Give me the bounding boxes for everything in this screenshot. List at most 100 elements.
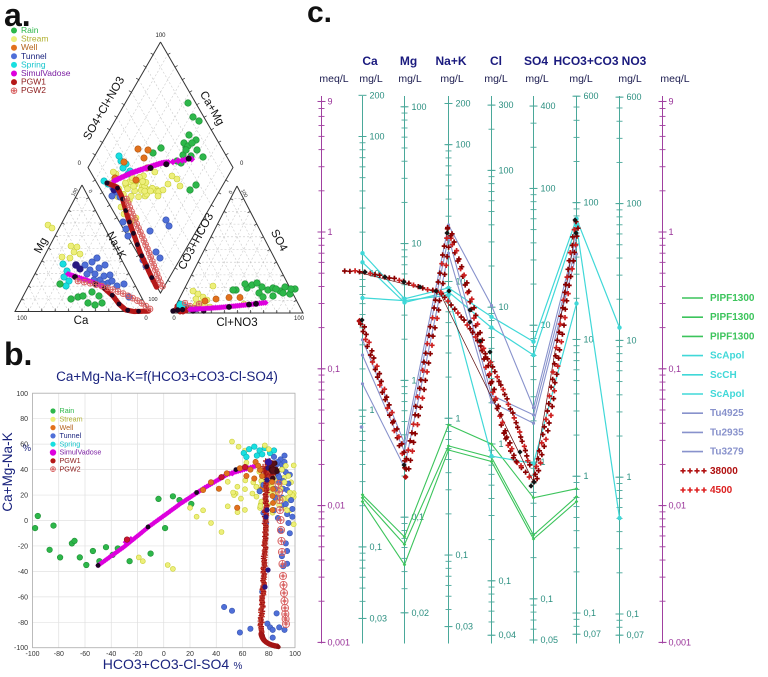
svg-text:1: 1 bbox=[584, 471, 589, 481]
svg-text:Rain: Rain bbox=[60, 406, 75, 415]
svg-text:-40: -40 bbox=[18, 569, 28, 576]
svg-text:PGW1: PGW1 bbox=[21, 77, 46, 87]
svg-text:0: 0 bbox=[162, 651, 166, 658]
svg-text:Cl: Cl bbox=[490, 54, 502, 68]
svg-text:40: 40 bbox=[20, 467, 28, 474]
svg-text:0,1: 0,1 bbox=[584, 608, 597, 618]
svg-text:Ca: Ca bbox=[362, 54, 378, 68]
svg-text:20: 20 bbox=[20, 493, 28, 500]
svg-text:0,1: 0,1 bbox=[627, 609, 640, 619]
svg-text:9: 9 bbox=[669, 97, 674, 107]
svg-text:200: 200 bbox=[456, 99, 471, 109]
svg-text:4500: 4500 bbox=[710, 485, 733, 496]
svg-text:1: 1 bbox=[412, 375, 417, 385]
svg-text:0,07: 0,07 bbox=[627, 630, 645, 640]
svg-text:10: 10 bbox=[412, 239, 422, 249]
svg-text:0,1: 0,1 bbox=[499, 576, 512, 586]
svg-text:0: 0 bbox=[78, 161, 82, 167]
svg-text:0: 0 bbox=[240, 161, 244, 167]
svg-text:10: 10 bbox=[541, 320, 551, 330]
svg-text:600: 600 bbox=[584, 91, 599, 101]
svg-text:10: 10 bbox=[499, 302, 509, 312]
svg-text:0,1: 0,1 bbox=[412, 512, 425, 522]
svg-text:Mg: Mg bbox=[400, 54, 417, 68]
svg-text:Well: Well bbox=[60, 423, 74, 432]
svg-text:ScApol: ScApol bbox=[710, 351, 745, 362]
svg-text:0,001: 0,001 bbox=[669, 637, 692, 647]
svg-text:Stream: Stream bbox=[21, 34, 48, 44]
svg-text:100: 100 bbox=[370, 132, 385, 142]
svg-text:0,1: 0,1 bbox=[456, 550, 469, 560]
svg-text:0,01: 0,01 bbox=[669, 501, 687, 511]
svg-text:mg/L: mg/L bbox=[484, 73, 508, 85]
svg-text:100: 100 bbox=[541, 183, 556, 193]
svg-text:mg/L: mg/L bbox=[440, 73, 464, 85]
svg-text:80: 80 bbox=[265, 651, 273, 658]
svg-text:PIPF1300: PIPF1300 bbox=[710, 312, 755, 323]
svg-text:Cl+NO3: Cl+NO3 bbox=[216, 317, 257, 329]
svg-text:100: 100 bbox=[584, 198, 599, 208]
svg-text:0,001: 0,001 bbox=[328, 637, 351, 647]
svg-text:Tunnel: Tunnel bbox=[21, 51, 47, 61]
svg-text:0,07: 0,07 bbox=[584, 629, 602, 639]
svg-text:SimulVadose: SimulVadose bbox=[60, 448, 102, 457]
svg-text:100: 100 bbox=[627, 199, 642, 209]
svg-text:0,01: 0,01 bbox=[328, 501, 346, 511]
svg-text:-100: -100 bbox=[25, 651, 39, 658]
svg-text:Na+K: Na+K bbox=[435, 54, 466, 68]
svg-text:400: 400 bbox=[541, 101, 556, 111]
svg-text:100: 100 bbox=[17, 316, 28, 322]
svg-text:1: 1 bbox=[328, 227, 333, 237]
svg-text:100: 100 bbox=[148, 297, 157, 303]
svg-text:a.: a. bbox=[4, 0, 31, 33]
svg-text:Ca+Mg-Na-K=f(HCO3+CO3-Cl-SO4): Ca+Mg-Na-K=f(HCO3+CO3-Cl-SO4) bbox=[56, 369, 278, 384]
svg-text:NO3: NO3 bbox=[622, 54, 647, 68]
svg-text:0,03: 0,03 bbox=[370, 613, 388, 623]
svg-text:Well: Well bbox=[21, 42, 37, 52]
svg-text:Tu4925: Tu4925 bbox=[710, 408, 744, 419]
svg-text:Tu3279: Tu3279 bbox=[710, 447, 744, 458]
svg-text:0,04: 0,04 bbox=[499, 630, 517, 640]
svg-text:200: 200 bbox=[370, 90, 385, 100]
svg-text:Tunnel: Tunnel bbox=[60, 431, 82, 440]
svg-text:Spring: Spring bbox=[60, 439, 81, 448]
svg-text:100: 100 bbox=[239, 188, 248, 198]
svg-text:PIPF1300: PIPF1300 bbox=[710, 331, 755, 342]
svg-text:0,05: 0,05 bbox=[541, 635, 559, 645]
svg-text:mg/L: mg/L bbox=[569, 73, 593, 85]
svg-text:-60: -60 bbox=[80, 651, 90, 658]
svg-text:0,02: 0,02 bbox=[412, 608, 430, 618]
svg-text:0: 0 bbox=[228, 190, 235, 195]
svg-text:-20: -20 bbox=[132, 651, 142, 658]
svg-text:Tu2935: Tu2935 bbox=[710, 427, 744, 438]
svg-text:SO4: SO4 bbox=[524, 54, 548, 68]
svg-text:0,1: 0,1 bbox=[370, 542, 383, 552]
svg-text:-80: -80 bbox=[18, 620, 28, 627]
svg-text:ScApol: ScApol bbox=[710, 389, 745, 400]
svg-text:0: 0 bbox=[144, 316, 148, 322]
svg-text:0,03: 0,03 bbox=[456, 622, 474, 632]
svg-text:PGW2: PGW2 bbox=[60, 464, 81, 473]
svg-text:1: 1 bbox=[499, 439, 504, 449]
svg-text:80: 80 bbox=[20, 416, 28, 423]
svg-text:PGW1: PGW1 bbox=[60, 456, 81, 465]
svg-text:0,1: 0,1 bbox=[541, 594, 554, 604]
svg-text:Spring: Spring bbox=[21, 59, 46, 69]
svg-text:HCO3+CO3: HCO3+CO3 bbox=[553, 54, 618, 68]
svg-text:-20: -20 bbox=[18, 544, 28, 551]
svg-text:0: 0 bbox=[24, 518, 28, 525]
svg-text:meq/L: meq/L bbox=[319, 73, 348, 85]
svg-text:1: 1 bbox=[541, 457, 546, 467]
svg-text:100: 100 bbox=[499, 165, 514, 175]
svg-text:Ca+Mg-Na-K: Ca+Mg-Na-K bbox=[0, 432, 15, 511]
svg-text:0,1: 0,1 bbox=[669, 364, 682, 374]
svg-text:1: 1 bbox=[669, 227, 674, 237]
svg-text:mg/L: mg/L bbox=[618, 73, 642, 85]
svg-text:300: 300 bbox=[499, 100, 514, 110]
svg-text:10: 10 bbox=[584, 334, 594, 344]
svg-text:60: 60 bbox=[20, 442, 28, 449]
svg-text:100: 100 bbox=[155, 33, 166, 39]
svg-text:PIPF1300: PIPF1300 bbox=[710, 293, 755, 304]
svg-text:10: 10 bbox=[627, 335, 637, 345]
svg-text:1: 1 bbox=[627, 472, 632, 482]
